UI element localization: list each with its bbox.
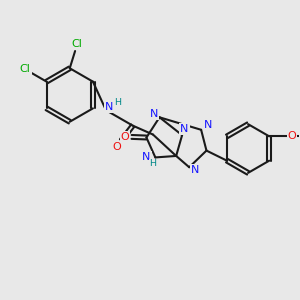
Text: N: N [180, 124, 189, 134]
Text: Cl: Cl [20, 64, 31, 74]
Text: O: O [112, 142, 121, 152]
Text: H: H [149, 160, 157, 169]
Text: N: N [149, 109, 158, 119]
Text: N: N [203, 120, 212, 130]
Text: N: N [105, 102, 113, 112]
Text: O: O [121, 132, 129, 142]
Text: Cl: Cl [72, 40, 83, 50]
Text: N: N [191, 165, 200, 175]
Text: H: H [114, 98, 122, 107]
Text: O: O [288, 131, 296, 141]
Text: N: N [142, 152, 151, 162]
